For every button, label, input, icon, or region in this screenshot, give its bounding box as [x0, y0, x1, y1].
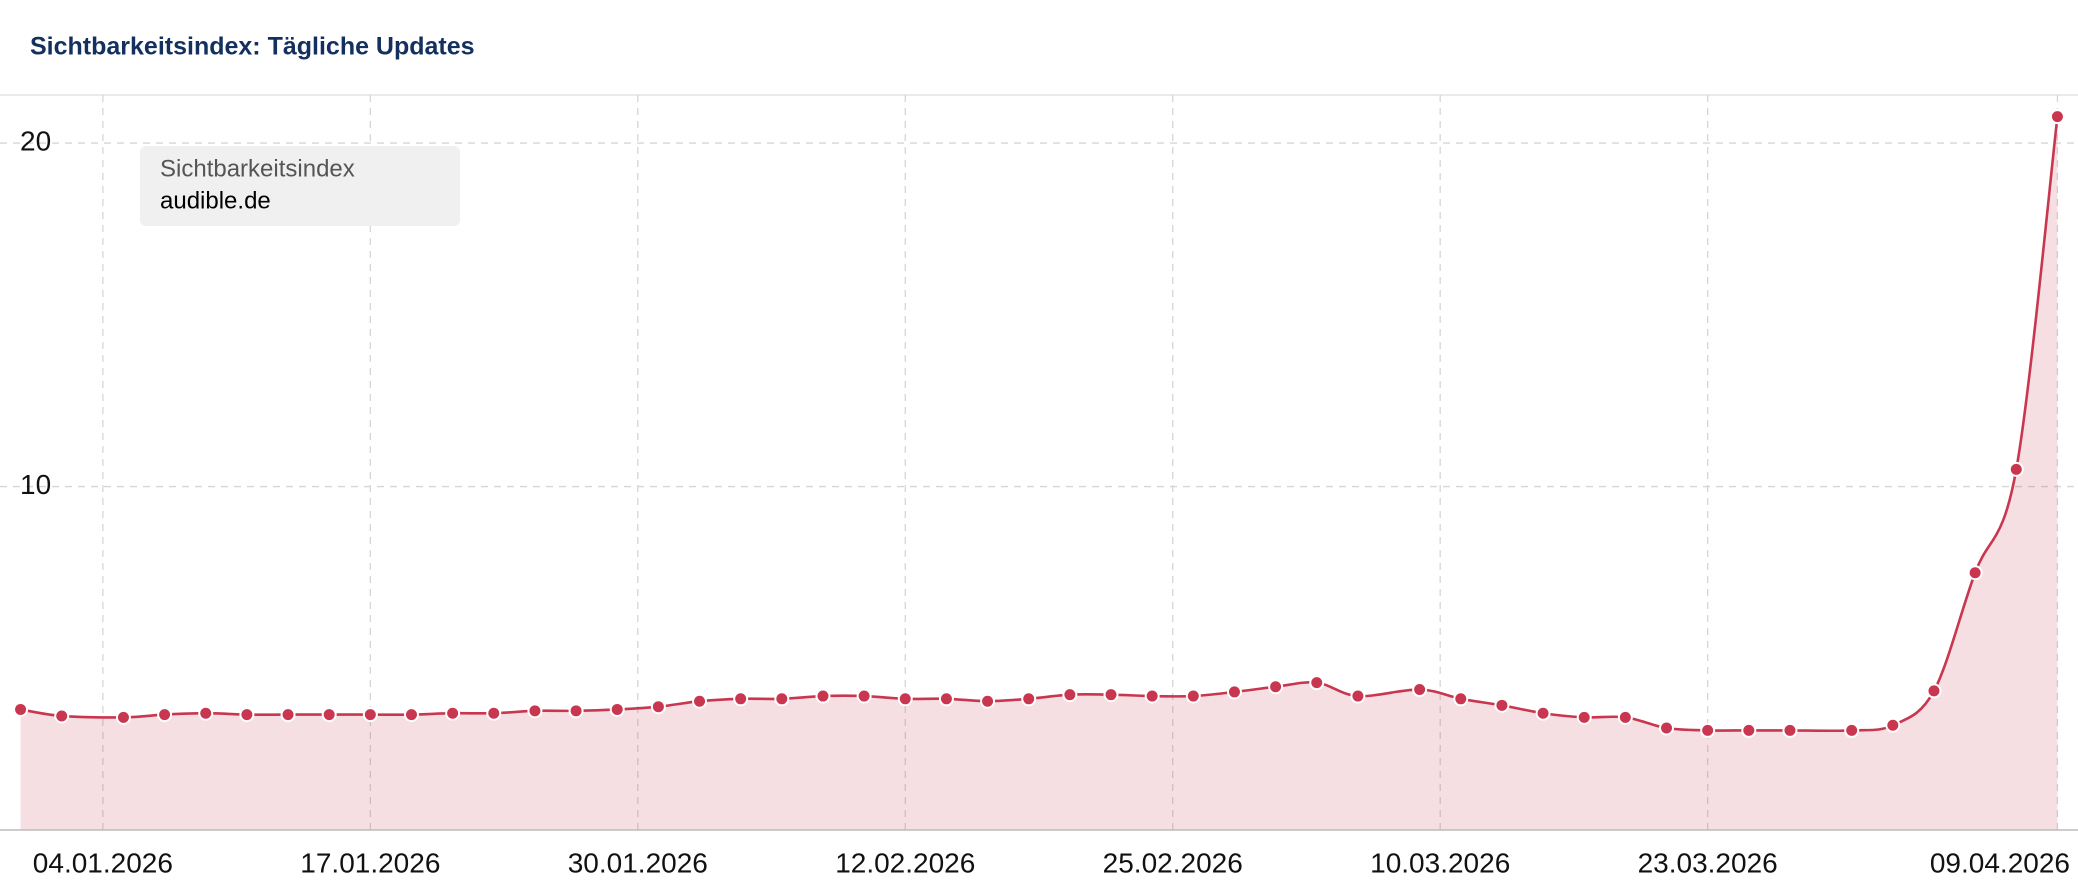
- x-tick-label: 30.01.2026: [568, 847, 708, 878]
- data-point: [445, 705, 461, 721]
- data-point: [486, 705, 502, 721]
- data-point: [1021, 691, 1037, 707]
- data-point: [1967, 565, 1983, 581]
- data-point: [1494, 697, 1510, 713]
- data-point: [1885, 717, 1901, 733]
- data-point: [198, 705, 214, 721]
- legend-box: [140, 146, 460, 226]
- data-point: [527, 703, 543, 719]
- area: [20, 116, 2058, 831]
- x-tick-label: 10.03.2026: [1370, 847, 1510, 878]
- data-point: [1535, 705, 1551, 721]
- data-point: [157, 707, 173, 723]
- data-point: [1062, 687, 1078, 703]
- x-tick-label: 12.02.2026: [835, 847, 975, 878]
- data-point: [650, 699, 666, 715]
- chart-title: Sichtbarkeitsindex: Tägliche Updates: [30, 33, 475, 61]
- x-tick-label: 25.02.2026: [1103, 847, 1243, 878]
- data-point: [1741, 722, 1757, 738]
- data-point: [815, 688, 831, 704]
- data-point: [1617, 709, 1633, 725]
- data-point: [1350, 688, 1366, 704]
- data-point: [13, 701, 29, 717]
- x-tick-label: 09.04.2026: [1930, 847, 2070, 878]
- data-point: [321, 707, 337, 723]
- data-point: [403, 707, 419, 723]
- data-point: [692, 693, 708, 709]
- x-tick-label: 23.03.2026: [1638, 847, 1778, 878]
- legend-entry: audible.de: [160, 187, 271, 214]
- data-point: [1412, 682, 1428, 698]
- data-point: [280, 707, 296, 723]
- y-tick-label: 20: [20, 125, 51, 156]
- data-point: [856, 688, 872, 704]
- x-tick-label: 17.01.2026: [300, 847, 440, 878]
- data-point: [362, 707, 378, 723]
- data-point: [568, 703, 584, 719]
- data-point: [115, 709, 131, 725]
- data-point: [239, 707, 255, 723]
- data-point: [980, 693, 996, 709]
- data-point: [1309, 675, 1325, 691]
- data-point: [1453, 691, 1469, 707]
- data-point: [609, 701, 625, 717]
- data-point: [733, 691, 749, 707]
- data-point: [1926, 683, 1942, 699]
- data-point: [1103, 687, 1119, 703]
- data-point: [2008, 461, 2024, 477]
- data-point: [1144, 688, 1160, 704]
- data-point: [774, 691, 790, 707]
- data-point: [1576, 709, 1592, 725]
- data-point: [54, 708, 70, 724]
- data-point: [1844, 722, 1860, 738]
- data-point: [1185, 688, 1201, 704]
- y-tick-label: 10: [20, 469, 51, 500]
- data-point: [897, 691, 913, 707]
- data-point: [2049, 109, 2065, 125]
- x-tick-label: 04.01.2026: [33, 847, 173, 878]
- data-point: [1226, 684, 1242, 700]
- data-point: [938, 691, 954, 707]
- data-point: [1268, 679, 1284, 695]
- legend-title: Sichtbarkeitsindex: [160, 155, 355, 182]
- data-point: [1700, 722, 1716, 738]
- data-point: [1659, 720, 1675, 736]
- data-point: [1782, 722, 1798, 738]
